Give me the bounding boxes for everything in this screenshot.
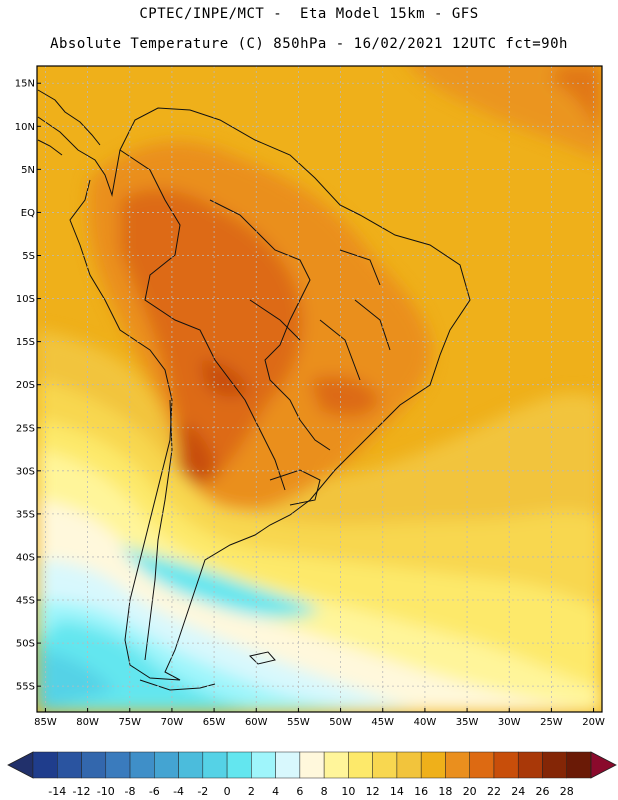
- lat-tick-label: 5N: [21, 165, 35, 176]
- lon-tick-label: 20W: [582, 717, 605, 728]
- colorbar-segment: [396, 751, 422, 779]
- brazil-states: [249, 249, 391, 381]
- colorbar-segment: [178, 751, 204, 779]
- colorbar-segment: [226, 751, 252, 779]
- colorbar-label: 10: [341, 785, 355, 798]
- lat-tick-label: 35S: [16, 509, 35, 520]
- map-title-line2: Absolute Temperature (C) 850hPa - 16/02/…: [50, 36, 568, 52]
- colorbar-label: 24: [511, 785, 525, 798]
- lat-tick-label: 25S: [16, 423, 35, 434]
- lat-tick-label: 20S: [16, 380, 35, 391]
- lon-tick-label: 55W: [287, 717, 310, 728]
- colorbar-segment: [372, 751, 398, 779]
- colorbar-label: -14: [48, 785, 66, 798]
- longitude-axis: 85W 80W 75W 70W 65W 60W 55W 50W 45W 40W 35W 30W 25W 2…: [34, 708, 605, 728]
- colorbar-segment: [517, 751, 543, 779]
- lat-tick-label: 5S: [22, 251, 35, 262]
- central-america-coastline: [37, 89, 101, 156]
- colorbar-segment: [129, 751, 155, 779]
- colorbar-label: 12: [366, 785, 380, 798]
- colorbar-label: 18: [438, 785, 452, 798]
- lon-tick-label: 45W: [371, 717, 394, 728]
- colorbar-segment: [32, 751, 58, 779]
- colorbar-segment: [420, 751, 446, 779]
- lon-tick-label: 40W: [414, 717, 437, 728]
- argentina-chile-border: [144, 399, 173, 661]
- map-frame: [36, 65, 603, 713]
- lon-tick-label: 30W: [498, 717, 521, 728]
- lat-tick-label: 10S: [16, 294, 35, 305]
- colorbar-segment: [445, 751, 470, 779]
- colorbar-segment: [57, 751, 82, 779]
- colorbar-label: 22: [487, 785, 501, 798]
- lat-tick-label: 15N: [15, 79, 35, 90]
- colorbar-label: -8: [125, 785, 136, 798]
- lon-tick-label: 50W: [329, 717, 352, 728]
- colorbar-segment: [154, 751, 179, 779]
- colorbar-segment: [566, 751, 592, 779]
- colorbar-label: 8: [321, 785, 328, 798]
- colorbar-label: 26: [535, 785, 549, 798]
- colorbar-segment: [323, 751, 349, 779]
- colorbar-segment: [202, 751, 228, 779]
- colorbar-label: -2: [197, 785, 208, 798]
- colorbar-segment: [299, 751, 325, 779]
- lat-tick-label: 40S: [16, 552, 35, 563]
- lon-tick-label: 60W: [245, 717, 268, 728]
- colorbar-segment: [469, 751, 495, 779]
- colorbar-label: -12: [73, 785, 91, 798]
- colorbar-label: 0: [224, 785, 231, 798]
- lat-tick-label: 55S: [16, 682, 35, 693]
- lon-tick-label: 65W: [203, 717, 226, 728]
- falklands: [249, 651, 276, 665]
- colorbar-label: 16: [414, 785, 428, 798]
- colorbar-segment: [348, 751, 373, 779]
- map-title-line1: CPTEC/INPE/MCT - Eta Model 15km - GFS: [139, 6, 479, 22]
- colorbar-label: -10: [97, 785, 115, 798]
- uruguay-border: [269, 469, 321, 506]
- colorbar-label: 20: [463, 785, 477, 798]
- latitude-axis: 15N 10N 5N EQ 5S 10S 15S 20S 25S 30S 35S 40S 45S 50S 5…: [15, 79, 41, 693]
- colorbar-label: 6: [296, 785, 303, 798]
- colorbar-segment: [81, 751, 107, 779]
- lon-tick-label: 85W: [34, 717, 57, 728]
- lat-tick-label: 45S: [16, 596, 35, 607]
- lon-tick-label: 70W: [161, 717, 184, 728]
- lat-tick-label: 15S: [16, 337, 35, 348]
- colorbar-segment: [275, 751, 301, 779]
- colorbar-label: 28: [560, 785, 574, 798]
- andes-borders: [119, 149, 286, 491]
- brazil-border: [209, 199, 331, 451]
- lon-tick-label: 80W: [76, 717, 99, 728]
- map-gridlines: [37, 66, 602, 712]
- colorbar-label: 2: [248, 785, 255, 798]
- colorbar-label: -4: [173, 785, 184, 798]
- lon-tick-label: 25W: [540, 717, 563, 728]
- colorbar-segment: [493, 751, 519, 779]
- lat-tick-label: 10N: [15, 122, 35, 133]
- lon-tick-label: 35W: [456, 717, 479, 728]
- colorbar-label: 14: [390, 785, 404, 798]
- colorbar-segment: [105, 751, 131, 779]
- lat-tick-label: 30S: [16, 466, 35, 477]
- colorbar-segment: [251, 751, 276, 779]
- colorbar-low-arrow: [7, 751, 34, 779]
- lat-tick-label: 50S: [16, 639, 35, 650]
- lat-tick-label: EQ: [21, 208, 35, 219]
- colorbar-high-arrow: [590, 751, 617, 779]
- colorbar-label: 4: [272, 785, 279, 798]
- colorbar-segment: [542, 751, 567, 779]
- colorbar-label: -6: [149, 785, 160, 798]
- colorbar: -14 -12 -10 -8 -6 -4 -2 0 2 4 6 8 10 12 14 16 18 20 22 24 26…: [7, 751, 617, 798]
- temperature-field: [37, 66, 602, 712]
- lon-tick-label: 75W: [118, 717, 141, 728]
